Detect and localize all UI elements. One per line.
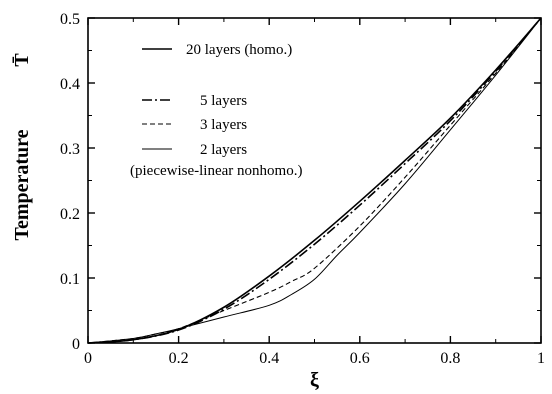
x-tick-label: 0.2	[169, 350, 189, 367]
y-tick-label: 0.3	[60, 141, 80, 158]
y-tick-label: 0.4	[60, 76, 80, 93]
series-line-2	[87, 17, 542, 344]
x-tick-label: 0	[84, 350, 92, 367]
y-tick-label: 0	[72, 336, 80, 353]
y-tick-label: 0.2	[60, 206, 80, 223]
y-axis-title: Temperature	[11, 129, 33, 240]
y-axis-symbol: T̄	[11, 53, 33, 67]
plot-frame	[87, 17, 542, 344]
series-line-4	[87, 17, 542, 344]
x-axis-ticks: 0 0.2 0.4 0.6 0.8 1	[84, 18, 545, 367]
x-tick-label: 0.8	[440, 350, 460, 367]
x-tick-label: 0.6	[350, 350, 370, 367]
legend-label: 5 layers	[200, 93, 247, 109]
legend-label: 2 layers	[200, 142, 247, 158]
y-axis-ticks: 0 0.1 0.2 0.3 0.4 0.5	[60, 11, 541, 353]
series-line-1	[87, 17, 542, 344]
legend: 20 layers (homo.) 5 layers 3 layers 2 la…	[130, 42, 302, 179]
x-tick-label: 0.4	[259, 350, 279, 367]
legend-note: (piecewise-linear nonhomo.)	[130, 163, 302, 179]
y-tick-label: 0.5	[60, 11, 80, 28]
legend-label: 3 layers	[200, 117, 247, 133]
x-tick-label: 1	[537, 350, 545, 367]
series-curves	[87, 17, 542, 344]
x-axis-title: ξ	[310, 369, 319, 391]
series-line-3	[87, 17, 542, 344]
legend-label: 20 layers (homo.)	[186, 42, 292, 58]
y-tick-label: 0.1	[60, 271, 80, 288]
